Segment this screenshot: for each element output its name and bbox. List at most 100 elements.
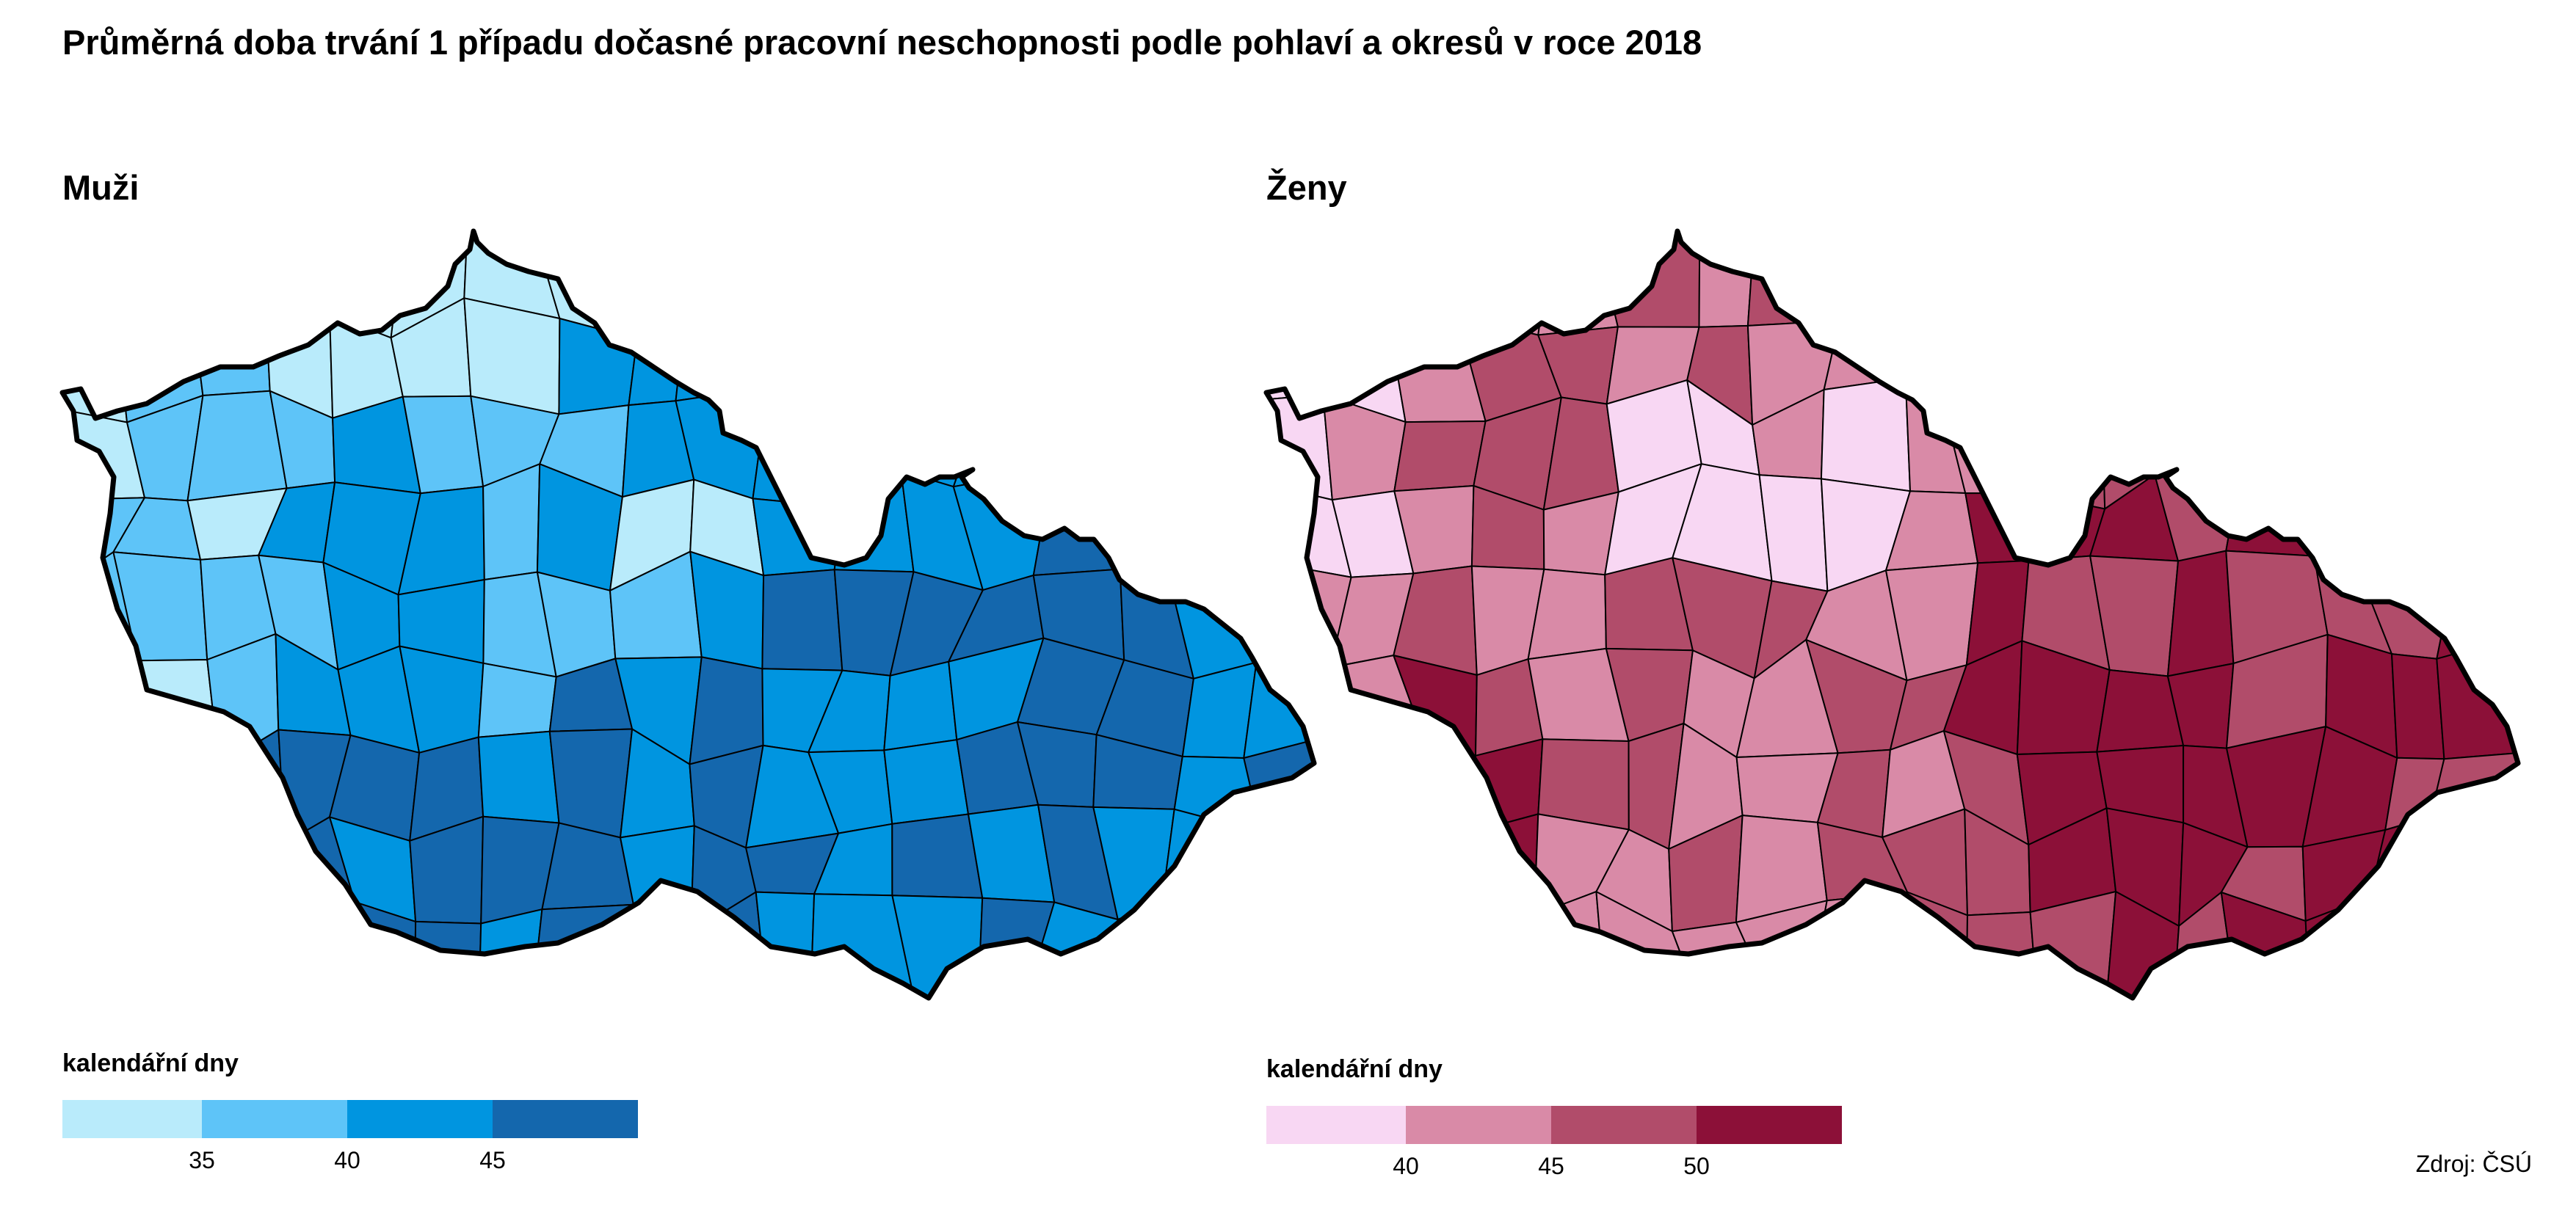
district-region-48: [812, 382, 902, 509]
district-region-31: [2100, 315, 2190, 392]
district-region-108: [2436, 635, 2518, 760]
panel-title-women: Ženy: [1266, 168, 1347, 207]
district-region-148: [254, 901, 356, 998]
page-title: Průměrná doba trvání 1 případu dočasné p…: [62, 23, 1702, 62]
legend-swatch-men-3: [347, 1100, 493, 1138]
district-region-161: [2362, 895, 2457, 998]
district-region-145: [62, 924, 148, 998]
district-region-135: [620, 825, 695, 933]
district-region-129: [211, 842, 286, 911]
district-region-12: [824, 231, 915, 326]
district-region-146: [1335, 897, 1400, 998]
district-region-153: [615, 903, 692, 998]
district-region-18: [1238, 231, 1314, 332]
district-region-4: [1456, 231, 1554, 336]
district-region-34: [2294, 311, 2393, 390]
district-region-144: [2429, 815, 2518, 928]
district-region-115: [477, 730, 560, 824]
district-region-13: [2102, 231, 2176, 321]
district-region-54: [2440, 380, 2518, 488]
district-region-36: [2440, 300, 2518, 402]
district-region-3: [1387, 231, 1480, 320]
district-region-53: [1160, 390, 1247, 498]
district-region-13: [909, 231, 973, 338]
district-region-30: [2025, 318, 2105, 410]
country-border: [1263, 228, 2521, 1001]
district-cells: [62, 231, 1314, 998]
district-region-1: [62, 231, 118, 330]
district-region-71: [1160, 484, 1255, 563]
district-region-150: [414, 920, 482, 998]
district-region-21: [195, 311, 271, 396]
district-region-29: [1946, 319, 2030, 420]
district-region-53: [2362, 380, 2467, 487]
district-region-5: [1537, 231, 1619, 336]
legend-swatch-women-3: [1551, 1106, 1697, 1144]
district-region-2: [1318, 231, 1421, 324]
district-region-155: [1965, 911, 2038, 998]
district-region-19: [1266, 296, 1334, 401]
district-region-72: [1230, 484, 1314, 583]
legend-title-women: kalendářní dny: [1266, 1055, 1443, 1083]
district-region-11: [742, 231, 830, 340]
district-region-2: [114, 231, 213, 340]
legend-swatch-men-1: [62, 1100, 202, 1138]
district-region-147: [1397, 909, 1476, 998]
district-region-33: [1017, 300, 1116, 412]
district-region-14: [968, 231, 1037, 338]
district-region-31: [879, 324, 985, 400]
district-region-45: [1820, 377, 1911, 492]
district-region-74: [112, 551, 208, 662]
district-region-35: [1175, 307, 1247, 394]
district-region-14: [2155, 231, 2246, 317]
district-region-35: [2366, 300, 2451, 390]
district-cells: [1266, 231, 2518, 998]
legend-swatch-men-2: [202, 1100, 347, 1138]
district-region-90: [1253, 561, 1314, 680]
district-region-1: [1266, 231, 1334, 324]
district-region-148: [1464, 909, 1535, 998]
legend-men: kalendářní dny 35 40 45: [62, 1049, 638, 1184]
district-region-47: [752, 382, 843, 509]
district-region-97: [477, 662, 557, 738]
district-region-110: [126, 733, 220, 851]
district-region-34: [1100, 308, 1188, 398]
district-region-127: [62, 831, 151, 935]
district-region-110: [1317, 730, 1422, 837]
legend-swatch-women-4: [1697, 1106, 1842, 1144]
district-region-33: [2231, 300, 2310, 415]
district-region-11: [1942, 231, 2047, 332]
district-region-144: [1241, 812, 1314, 914]
district-region-155: [755, 891, 816, 998]
district-region-10: [1887, 231, 1981, 332]
district-region-10: [683, 231, 776, 340]
district-region-9: [619, 231, 704, 340]
district-region-25: [463, 297, 561, 415]
district-region-29: [742, 312, 830, 389]
district-region-128: [146, 845, 217, 925]
district-region-109: [62, 733, 151, 847]
legend-swatch-men-4: [493, 1100, 638, 1138]
legend-title-men: kalendářní dny: [62, 1049, 239, 1077]
district-region-72: [2455, 485, 2518, 563]
district-region-116: [548, 728, 634, 839]
legend-women: kalendářní dny 40 45 50: [1266, 1055, 1842, 1190]
district-region-19: [62, 295, 128, 423]
legend-tick-women-45: 45: [1538, 1153, 1564, 1179]
district-region-83: [761, 569, 843, 671]
district-region-86: [2166, 550, 2235, 677]
district-region-26: [558, 318, 638, 415]
legend-tick-men-35: 35: [189, 1147, 215, 1173]
map-women: [1263, 228, 2521, 1001]
legend-swatch-women-1: [1266, 1106, 1406, 1144]
map-men: [59, 228, 1317, 1001]
district-region-48: [2025, 385, 2106, 510]
district-region-52: [2303, 379, 2368, 476]
district-region-149: [1528, 891, 1606, 998]
district-region-91: [62, 660, 139, 760]
district-region-51: [2231, 379, 2310, 476]
legend-bar-men: [62, 1100, 638, 1138]
district-region-50: [2154, 390, 2241, 476]
district-region-52: [1100, 390, 1188, 509]
